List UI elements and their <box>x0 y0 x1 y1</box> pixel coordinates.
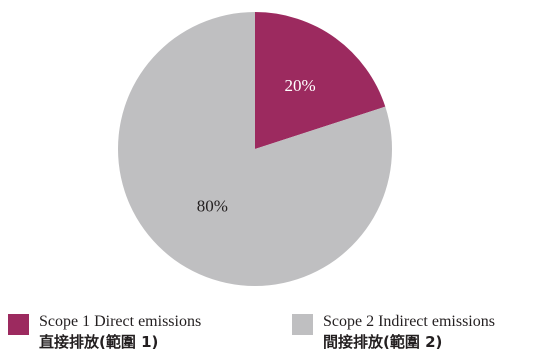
legend-label-zh: 直接排放(範圍 1) <box>39 333 159 351</box>
pie-slice-scope-2 <box>117 12 392 287</box>
pie-chart: 20% 80% <box>117 12 392 287</box>
legend-item-scope-2: Scope 2 Indirect emissions 間接排放(範圍 2) <box>292 312 495 352</box>
legend-label-scope-2: Scope 2 Indirect emissions 間接排放(範圍 2) <box>323 312 495 352</box>
pie-slice-label-scope-1: 20% <box>285 76 316 95</box>
legend-swatch-scope-1 <box>8 314 29 335</box>
legend-label-zh: 間接排放(範圍 2) <box>323 333 443 351</box>
legend-item-scope-1: Scope 1 Direct emissions 直接排放(範圍 1) <box>8 312 201 352</box>
legend-label-en: Scope 1 Direct emissions <box>39 313 202 330</box>
legend-label-en: Scope 2 Indirect emissions <box>323 313 495 330</box>
pie-slice-label-scope-2: 80% <box>197 197 228 216</box>
legend-swatch-scope-2 <box>292 314 313 335</box>
chart-legend: Scope 1 Direct emissions 直接排放(範圍 1) Scop… <box>0 312 539 358</box>
legend-label-scope-1: Scope 1 Direct emissions 直接排放(範圍 1) <box>39 312 201 352</box>
pie-slice-scope-1 <box>255 12 386 149</box>
